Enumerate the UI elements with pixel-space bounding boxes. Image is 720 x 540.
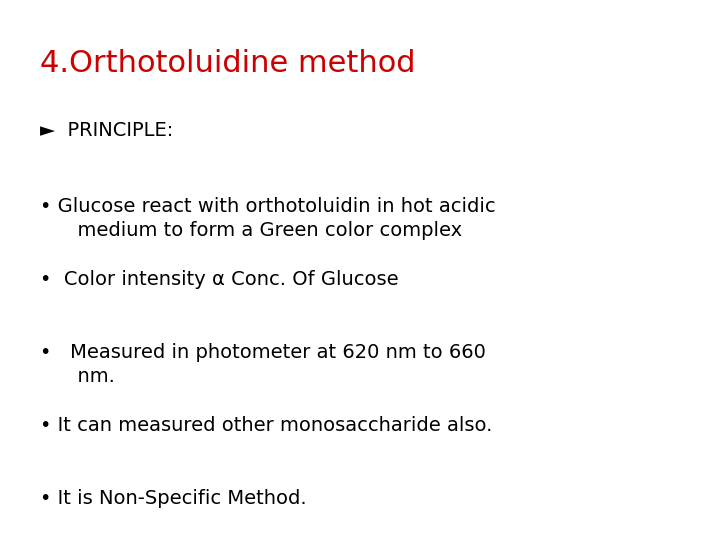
Text: • Glucose react with orthotoluidin in hot acidic
      medium to form a Green co: • Glucose react with orthotoluidin in ho… [40,197,495,240]
Text: • It can measured other monosaccharide also.: • It can measured other monosaccharide a… [40,416,492,435]
Text: 4.Orthotoluidine method: 4.Orthotoluidine method [40,49,415,78]
Text: ►  PRINCIPLE:: ► PRINCIPLE: [40,122,173,140]
Text: •   Measured in photometer at 620 nm to 660
      nm.: • Measured in photometer at 620 nm to 66… [40,343,485,386]
Text: •  Color intensity α Conc. Of Glucose: • Color intensity α Conc. Of Glucose [40,270,398,289]
Text: • It is Non-Specific Method.: • It is Non-Specific Method. [40,489,306,508]
